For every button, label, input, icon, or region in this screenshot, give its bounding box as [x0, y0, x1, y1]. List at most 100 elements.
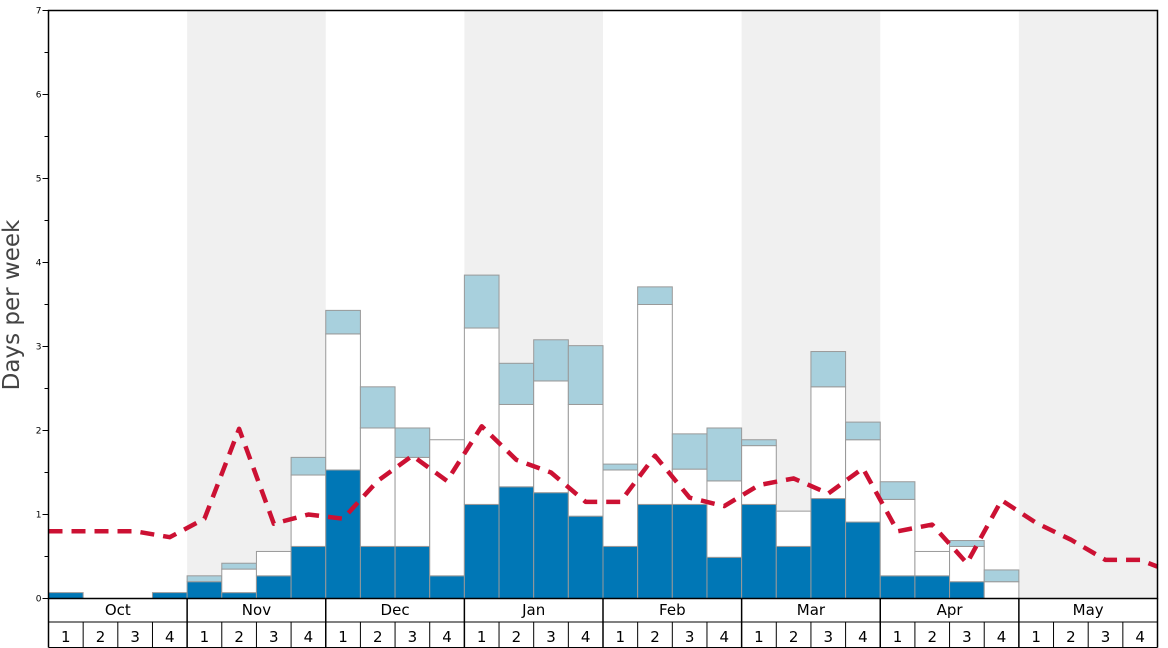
- bar-segment-s0-w24: [879, 575, 916, 600]
- bar-segment-s2-w17: [637, 286, 673, 305]
- bar-segment-s2-w13: [498, 362, 535, 405]
- x-week-label: 4: [858, 628, 868, 646]
- bar-segment-s2-w14: [533, 339, 569, 382]
- bar-segment-s0-w13: [498, 486, 535, 599]
- x-week-label: 1: [338, 628, 348, 646]
- bar-segment-s0-w15: [567, 515, 604, 599]
- bar-segment-s1-w14: [533, 380, 569, 494]
- x-week-label: 1: [616, 628, 626, 646]
- x-month-label: Nov: [242, 601, 271, 619]
- month-shading: [187, 10, 1158, 599]
- y-axis: 0 1 2 3 4 5 6 7: [36, 7, 49, 605]
- bar-segment-s1-w5: [221, 568, 257, 594]
- bar-segment-s0-w23: [845, 521, 881, 599]
- bar-segment-s1-w7: [290, 474, 327, 547]
- x-week-label: 3: [546, 628, 556, 646]
- x-week-label: 2: [789, 628, 799, 646]
- bar-segment-s1-w10: [394, 456, 431, 547]
- x-week-label: 4: [720, 628, 730, 646]
- bar-segment-s0-w21: [775, 545, 812, 599]
- x-month-label: May: [1073, 601, 1104, 619]
- x-week-label: 4: [997, 628, 1007, 646]
- x-week-label: 2: [512, 628, 522, 646]
- bar-segment-s2-w27: [983, 569, 1020, 583]
- bars: [48, 274, 1020, 600]
- bar-segment-s0-w3: [151, 592, 188, 599]
- y-tick-label: 5: [36, 175, 42, 185]
- x-week-label: 3: [685, 628, 695, 646]
- bar-segment-s0-w8: [325, 469, 361, 600]
- y-tick-label: 4: [36, 259, 42, 269]
- x-week-label: 2: [96, 628, 106, 646]
- bar-segment-s2-w10: [394, 427, 431, 458]
- bar-segment-s2-w15: [567, 345, 604, 405]
- bar-segment-s0-w25: [914, 575, 951, 600]
- x-week-label: 3: [269, 628, 279, 646]
- bar-segment-s0-w9: [359, 545, 396, 599]
- x-week-label: 4: [1135, 628, 1145, 646]
- bar-segment-s1-w27: [983, 581, 1020, 600]
- x-week-label: 2: [927, 628, 937, 646]
- y-tick-label: 1: [36, 511, 42, 521]
- bar-segment-s0-w4: [186, 581, 223, 600]
- x-week-label: 3: [962, 628, 972, 646]
- bar-segment-s2-w4: [186, 575, 223, 583]
- x-week-label: 1: [61, 628, 71, 646]
- bar-segment-s0-w5: [221, 592, 257, 599]
- x-week-label: 3: [130, 628, 140, 646]
- bar-segment-s0-w14: [533, 492, 569, 599]
- x-month-label: Oct: [105, 601, 131, 619]
- y-tick-label: 2: [36, 427, 42, 437]
- bar-segment-s1-w6: [255, 550, 292, 577]
- bar-segment-s0-w7: [290, 545, 327, 599]
- bar-segment-s1-w24: [879, 498, 916, 577]
- bar-segment-s0-w20: [741, 503, 777, 600]
- x-week-label: 4: [581, 628, 591, 646]
- bar-segment-s1-w22: [810, 386, 847, 500]
- bar-segment-s2-w26: [949, 540, 985, 547]
- bar-segment-s1-w23: [845, 439, 881, 523]
- x-week-label: 1: [200, 628, 210, 646]
- bar-segment-s0-w10: [394, 545, 431, 599]
- x-week-label: 3: [408, 628, 418, 646]
- bar-segment-s0-w17: [637, 503, 673, 600]
- y-tick-label: 7: [36, 7, 42, 17]
- x-week-label: 2: [234, 628, 244, 646]
- bar-segment-s2-w9: [359, 386, 396, 429]
- bar-segment-s0-w0: [48, 592, 84, 599]
- average-line-path: [48, 424, 1159, 569]
- bar-segment-s2-w8: [325, 309, 361, 335]
- average-line: [48, 424, 1159, 569]
- bar-segment-s2-w18: [671, 433, 708, 470]
- y-tick-label: 0: [36, 595, 42, 605]
- x-month-label: Mar: [797, 601, 826, 619]
- x-week-label: 3: [823, 628, 833, 646]
- x-week-label: 4: [442, 628, 452, 646]
- x-week-label: 2: [373, 628, 383, 646]
- bar-segment-s0-w26: [949, 581, 985, 600]
- bar-segment-s0-w19: [706, 556, 743, 600]
- bar-segment-s0-w16: [602, 545, 639, 599]
- bar-segment-s1-w12: [463, 327, 500, 505]
- x-week-label: 4: [165, 628, 175, 646]
- bar-segment-s2-w5: [221, 562, 257, 570]
- bar-segment-s2-w12: [463, 274, 500, 329]
- x-week-label: 2: [1066, 628, 1076, 646]
- bar-segment-s1-w8: [325, 333, 361, 471]
- x-week-label: 1: [893, 628, 903, 646]
- bar-segment-s2-w19: [706, 427, 743, 482]
- bar-segment-s2-w24: [879, 481, 916, 500]
- bar-segment-s2-w16: [602, 463, 639, 471]
- x-week-label: 1: [477, 628, 487, 646]
- bar-segment-s0-w11: [429, 575, 465, 600]
- bar-segment-s1-w15: [567, 403, 604, 517]
- bar-segment-s2-w22: [810, 351, 847, 388]
- bar-segment-s1-w19: [706, 480, 743, 558]
- month-shade-may: [1018, 10, 1158, 599]
- x-week-label: 1: [1031, 628, 1041, 646]
- bar-segment-s2-w7: [290, 456, 327, 476]
- y-tick-label: 6: [36, 91, 42, 101]
- y-tick-label: 3: [36, 343, 42, 353]
